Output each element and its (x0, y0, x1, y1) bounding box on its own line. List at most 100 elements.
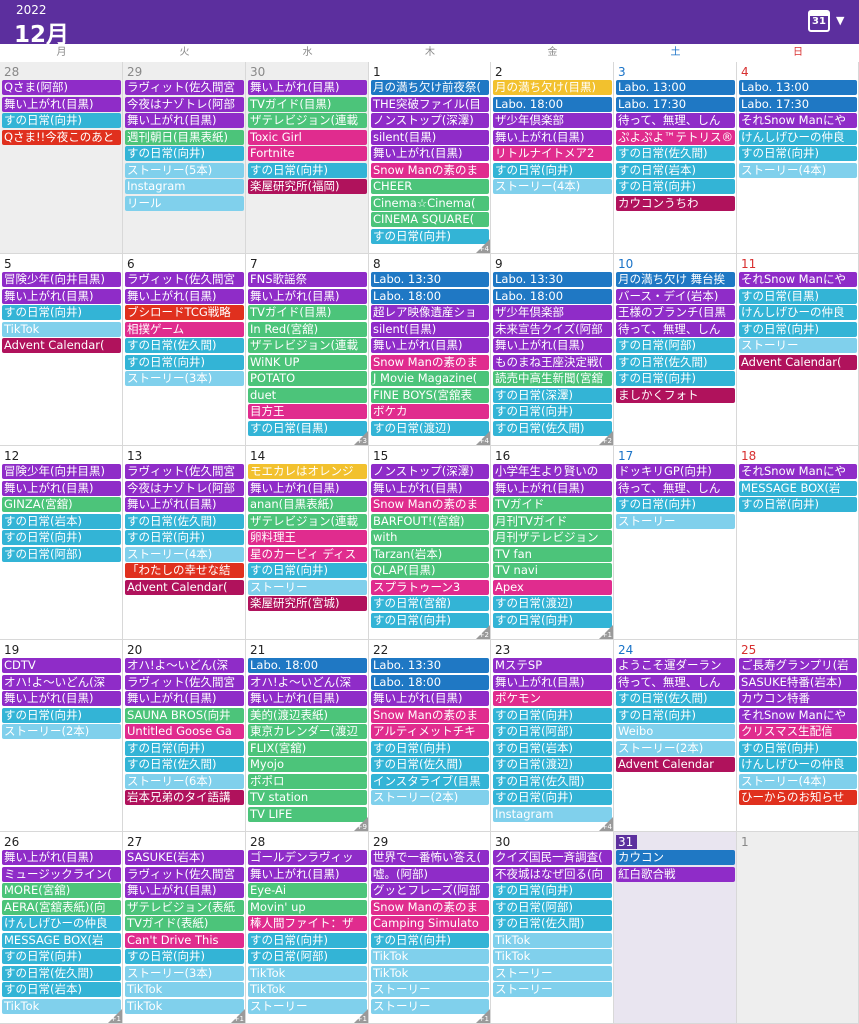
event-item[interactable]: Labo. 18:00 (371, 288, 489, 304)
event-item[interactable]: TV LIFE (248, 806, 367, 822)
event-item[interactable]: ザ少年倶楽部 (493, 305, 612, 320)
event-item[interactable]: すの日常(佐久間) (616, 691, 735, 706)
day-cell[interactable]: 25 ご長寿グランプリ(岩 SASUKE特番(岩本) カウコン特番 それSnow Man… (737, 640, 859, 832)
event-item[interactable]: Labo. 18:00 (248, 658, 367, 673)
event-item[interactable]: 待って、無理、しん (616, 674, 735, 690)
event-item[interactable]: Eye-Ai (248, 883, 367, 898)
event-item[interactable]: 今夜はナゾトレ(阿部 (125, 480, 244, 496)
event-item[interactable]: Instagram (125, 179, 244, 194)
event-item[interactable]: SASUKE(岩本) (125, 850, 244, 865)
event-item[interactable]: 月の満ち欠け 舞台挨 (616, 272, 735, 287)
event-item[interactable]: TV station (248, 790, 367, 805)
event-item[interactable]: Instagram (493, 806, 612, 822)
event-item[interactable]: 棒人間ファイト：ザ (248, 916, 367, 931)
event-item[interactable]: Labo. 13:00 (616, 80, 735, 95)
calendar-icon[interactable]: 31 (808, 10, 830, 32)
event-item[interactable]: 小学年生より賢いの (493, 464, 612, 479)
event-item[interactable]: すの日常(向井) (493, 404, 612, 419)
event-item[interactable]: 舞い上がれ(目黒) (493, 338, 612, 353)
event-item[interactable]: ひーからのお知らせ (739, 790, 857, 805)
day-cell[interactable]: 30 クイズ国民一斉調査(不夜城はなぜ回る(向 すの日常(向井) すの日常(阿部) すの… (491, 832, 614, 1024)
event-item[interactable]: 待って、無理、しん (616, 480, 735, 496)
event-item[interactable]: すの日常(阿部) (616, 338, 735, 353)
event-item[interactable]: すの日常(向井) (493, 790, 612, 805)
event-item[interactable]: duet (248, 387, 367, 403)
event-item[interactable]: ストーリー (248, 579, 367, 595)
event-item[interactable]: Tarzan(岩本) (371, 546, 489, 562)
event-item[interactable]: POTATO (248, 371, 367, 386)
event-item[interactable]: それSnow Manにや (739, 707, 857, 723)
event-item[interactable]: 週刊朝日(目黒表紙) (125, 129, 244, 145)
event-item[interactable]: Advent Calendar( (2, 338, 121, 353)
event-item[interactable]: ストーリー(4本) (493, 179, 612, 194)
event-item[interactable]: けんしげひーの仲良 (2, 916, 121, 931)
event-item[interactable]: すの日常(向井) (248, 932, 367, 948)
event-item[interactable]: 超レア映像遺産ショ (371, 305, 489, 320)
event-item[interactable]: すの日常(向井) (248, 563, 367, 578)
event-item[interactable]: 嘘。(阿部) (371, 866, 489, 882)
event-item[interactable]: すの日常(向井) (371, 932, 489, 948)
event-item[interactable]: WiNK UP (248, 354, 367, 370)
event-item[interactable]: 舞い上がれ(目黒) (2, 288, 121, 304)
event-item[interactable]: すの日常(岩本) (493, 740, 612, 756)
event-item[interactable]: TVガイド(目黒) (248, 305, 367, 320)
day-cell[interactable]: 4 Labo. 13:00 Labo. 17:30 それSnow Manにや けんしげひ… (737, 62, 859, 254)
event-item[interactable]: ザテレビジョン(連載 (248, 338, 367, 353)
event-item[interactable]: オハ!よ〜いどん(深 (125, 658, 244, 673)
day-cell[interactable]: 19 CDTV オハ!よ〜いどん(深 舞い上がれ(目黒) すの日常(向井) ストーリー(2… (0, 640, 123, 832)
event-item[interactable]: 舞い上がれ(目黒) (493, 480, 612, 496)
event-item[interactable]: Labo. 18:00 (493, 96, 612, 112)
event-item[interactable]: ストーリー (616, 513, 735, 529)
event-item[interactable]: すの日常(目黒) (739, 288, 857, 304)
event-item[interactable]: 楽屋研究所(宮城) (248, 596, 367, 611)
event-item[interactable]: すの日常(深澤) (493, 387, 612, 403)
event-item[interactable]: すの日常(佐久間) (493, 773, 612, 789)
event-item[interactable]: 星のカービィ ディス (248, 546, 367, 562)
event-item[interactable]: すの日常(佐久間) (2, 965, 121, 981)
event-item[interactable]: SAUNA BROS(向井 (125, 707, 244, 723)
event-item[interactable]: Apex (493, 579, 612, 595)
event-item[interactable]: MステSP (493, 658, 612, 673)
event-item[interactable]: Snow Manの素のま (371, 899, 489, 915)
event-item[interactable]: FINE BOYS(宮舘表 (371, 387, 489, 403)
event-item[interactable]: 不夜城はなぜ回る(向 (493, 866, 612, 882)
event-item[interactable]: Advent Calendar( (739, 354, 857, 370)
event-item[interactable]: Camping Simulato (371, 916, 489, 931)
event-item[interactable]: 冒険少年(向井目黒) (2, 272, 121, 287)
event-item[interactable]: すの日常(向井) (2, 305, 121, 320)
event-item[interactable]: silent(目黒) (371, 129, 489, 145)
event-item[interactable]: すの日常(向井) (616, 707, 735, 723)
more-events-indicator[interactable]: +2 (476, 625, 490, 639)
event-item[interactable]: 舞い上がれ(目黒) (493, 674, 612, 690)
event-item[interactable]: ラヴィット(佐久間宮 (125, 866, 244, 882)
more-events-indicator[interactable]: +4 (476, 431, 490, 445)
event-item[interactable]: すの日常(向井) (248, 162, 367, 178)
event-item[interactable]: 相撲ゲーム (125, 321, 244, 337)
event-item[interactable]: すの日常(向井) (616, 497, 735, 512)
event-item[interactable]: 東京カレンダー(渡辺 (248, 724, 367, 739)
event-item[interactable]: すの日常(渡辺) (371, 420, 489, 436)
event-item[interactable]: J Movie Magazine( (371, 371, 489, 386)
event-item[interactable]: 舞い上がれ(目黒) (371, 338, 489, 353)
event-item[interactable]: すの日常(向井) (125, 146, 244, 161)
event-item[interactable]: すの日常(向井) (493, 883, 612, 898)
event-item[interactable]: ポポロ (248, 773, 367, 789)
event-item[interactable]: ストーリー(4本) (125, 546, 244, 562)
event-item[interactable]: MORE(宮舘) (2, 883, 121, 898)
day-cell[interactable]: 15 ノンストップ(深澤) 舞い上がれ(目黒) Snow Manの素のま BARFOUT… (369, 446, 491, 640)
day-cell[interactable]: 2 月の満ち欠け(目黒) Labo. 18:00 ザ少年倶楽部 舞い上がれ(目黒) リトル… (491, 62, 614, 254)
event-item[interactable]: すの日常(向井) (125, 354, 244, 370)
event-item[interactable]: ストーリー (493, 965, 612, 981)
month-title[interactable]: 12月 (14, 22, 70, 48)
day-cell[interactable]: 22 Labo. 13:30 Labo. 18:00 舞い上がれ(目黒) Snow Ma… (369, 640, 491, 832)
event-item[interactable]: ストーリー(6本) (125, 773, 244, 789)
event-item[interactable]: すの日常(佐久間) (493, 420, 612, 436)
event-item[interactable]: anan(目黒表紙) (248, 497, 367, 512)
day-cell[interactable]: 29 世界で一番怖い答え(嘘。(阿部) グッとフレーズ(阿部 Snow Manの素のま… (369, 832, 491, 1024)
event-item[interactable]: Myojo (248, 757, 367, 772)
event-item[interactable]: それSnow Manにや (739, 272, 857, 287)
more-events-indicator[interactable]: +2 (599, 431, 613, 445)
event-item[interactable]: Labo. 18:00 (493, 288, 612, 304)
event-item[interactable]: カウコンうちわ (616, 195, 735, 211)
event-item[interactable]: MESSAGE BOX(岩 (2, 932, 121, 948)
